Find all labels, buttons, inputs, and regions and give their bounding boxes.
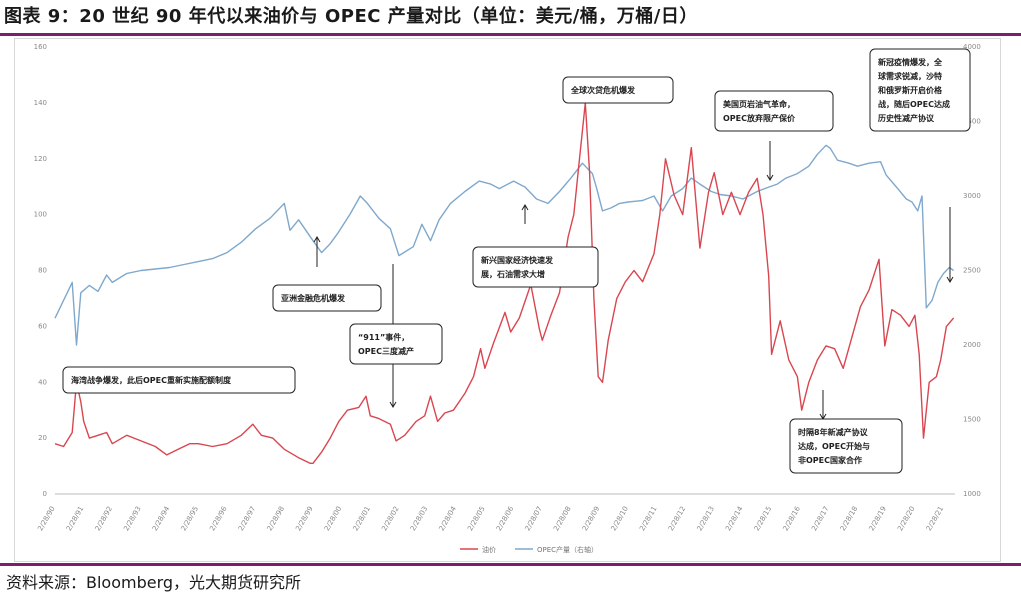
- annotation-text: OPEC放弃限产保价: [723, 113, 796, 123]
- x-tick-label: 2/28/18: [839, 505, 859, 532]
- chart-title: 图表 9：20 世纪 90 年代以来油价与 OPEC 产量对比（单位：美元/桶，…: [4, 6, 698, 27]
- annotation-text: “911”事件，: [358, 332, 409, 342]
- y-tick-label: 140: [34, 99, 47, 107]
- x-tick-label: 2/28/96: [208, 505, 229, 533]
- annotation-arrowhead: [313, 236, 321, 243]
- x-tick-label: 2/28/92: [94, 505, 114, 532]
- x-tick-label: 2/28/95: [180, 505, 200, 532]
- x-tick-label: 2/28/11: [638, 505, 658, 532]
- y2-tick-label: 2500: [963, 267, 981, 275]
- annotation-arrowhead: [521, 204, 529, 211]
- annotation-text: 历史性减产协议: [878, 113, 935, 123]
- annotation-text: 美国页岩油气革命，: [723, 99, 795, 109]
- y-tick-label: 120: [34, 155, 47, 163]
- chart-panel: 0 20 40 60 80 100 120 140 160 1000 1500 2000 2500 300…: [14, 38, 1001, 562]
- legend-label-oil: 油价: [482, 545, 496, 554]
- annotation-arrowhead: [389, 401, 397, 408]
- y2-tick-label: 3000: [963, 192, 981, 200]
- x-tick-label: 2/28/97: [237, 505, 257, 532]
- x-tick-label: 2/28/05: [466, 505, 486, 532]
- x-tick-label: 2/28/07: [524, 505, 544, 532]
- x-tick-label: 2/28/10: [610, 505, 630, 532]
- annotation-box: [562, 76, 674, 104]
- x-tick-label: 2/28/19: [868, 505, 888, 532]
- y-tick-label: 160: [34, 43, 47, 51]
- x-tick-label: 2/28/17: [810, 505, 830, 532]
- annotation-text: 新兴国家经济快速发: [481, 255, 554, 265]
- x-tick-label: 2/28/13: [696, 505, 716, 532]
- x-tick-label: 2/28/00: [323, 505, 343, 532]
- annotation-text: 非OPEC国家合作: [798, 455, 862, 465]
- y-tick-label: 100: [34, 211, 47, 219]
- x-tick-label: 2/28/08: [552, 505, 572, 532]
- annotation-box: [789, 418, 903, 474]
- x-tick-label: 2/28/04: [438, 505, 459, 533]
- x-tick-label: 2/28/20: [896, 505, 916, 532]
- opec-production-line: [54, 144, 955, 346]
- annotation-text: 达成，OPEC开始与: [798, 441, 870, 451]
- y2-tick-label: 4000: [963, 43, 981, 51]
- y2-tick-label: 3500: [963, 118, 981, 126]
- bottom-rule: [0, 563, 1021, 566]
- x-tick-label: 2/28/90: [36, 505, 56, 532]
- y2-tick-label: 2000: [963, 341, 981, 349]
- annotation-text: 亚洲金融危机爆发: [281, 293, 346, 303]
- x-tick-label: 2/28/98: [266, 505, 286, 532]
- y2-tick-label: 1500: [963, 416, 981, 424]
- legend-label-opec: OPEC产量（右轴）: [537, 545, 598, 554]
- y-tick-label: 0: [43, 490, 47, 498]
- y-tick-label: 20: [38, 434, 47, 442]
- y-tick-label: 40: [38, 378, 47, 386]
- chart-svg: 0 20 40 60 80 100 120 140 160 1000 1500 2000 2500 300…: [34, 43, 981, 554]
- annotation-text: 海湾战争爆发，此后OPEC重新实施配额制度: [71, 375, 232, 385]
- annotation-box: [62, 366, 296, 394]
- annotation-box: [349, 323, 443, 365]
- annotation-box: [472, 246, 599, 288]
- x-tick-label: 2/28/94: [151, 505, 172, 533]
- x-tick-label: 2/28/02: [380, 505, 400, 532]
- oil-price-line: [54, 102, 955, 464]
- x-tick-label: 2/28/21: [925, 505, 945, 532]
- annotation-arrowhead: [946, 276, 954, 283]
- top-rule: [0, 33, 1021, 36]
- x-tick-label: 2/28/16: [782, 505, 803, 533]
- annotation-text: OPEC三度减产: [358, 346, 414, 356]
- x-tick-label: 2/28/09: [581, 505, 601, 532]
- y-tick-label: 60: [38, 322, 47, 330]
- annotation-box: [714, 90, 834, 132]
- annotation-box: [272, 284, 382, 312]
- x-tick-label: 2/28/06: [495, 505, 516, 533]
- source-note: 资料来源：Bloomberg，光大期货研究所: [6, 573, 302, 592]
- x-tick-label: 2/28/93: [122, 505, 142, 532]
- x-tick-label: 2/28/14: [724, 505, 745, 533]
- annotation-text: 时隔8年新减产协议: [798, 427, 869, 437]
- annotation-text: 新冠疫情爆发，全: [878, 57, 943, 67]
- annotation-box: [869, 48, 971, 132]
- x-tick-label: 2/28/91: [65, 505, 85, 532]
- annotation-text: 全球次贷危机爆发: [570, 85, 636, 95]
- x-tick-label: 2/28/12: [667, 505, 687, 532]
- x-tick-label: 2/28/01: [352, 505, 372, 532]
- y2-tick-label: 1000: [963, 490, 981, 498]
- x-tick-label: 2/28/99: [294, 505, 314, 532]
- x-tick-label: 2/28/03: [409, 505, 429, 532]
- annotation-text: 球需求锐减，沙特: [878, 71, 942, 81]
- annotation-text: 战，随后OPEC达成: [878, 99, 950, 109]
- annotation-arrowhead: [766, 174, 774, 181]
- annotation-text: 展，石油需求大增: [480, 269, 545, 279]
- annotation-text: 和俄罗斯开启价格: [878, 85, 943, 95]
- x-tick-label: 2/28/15: [753, 505, 773, 532]
- y-tick-label: 80: [38, 267, 47, 275]
